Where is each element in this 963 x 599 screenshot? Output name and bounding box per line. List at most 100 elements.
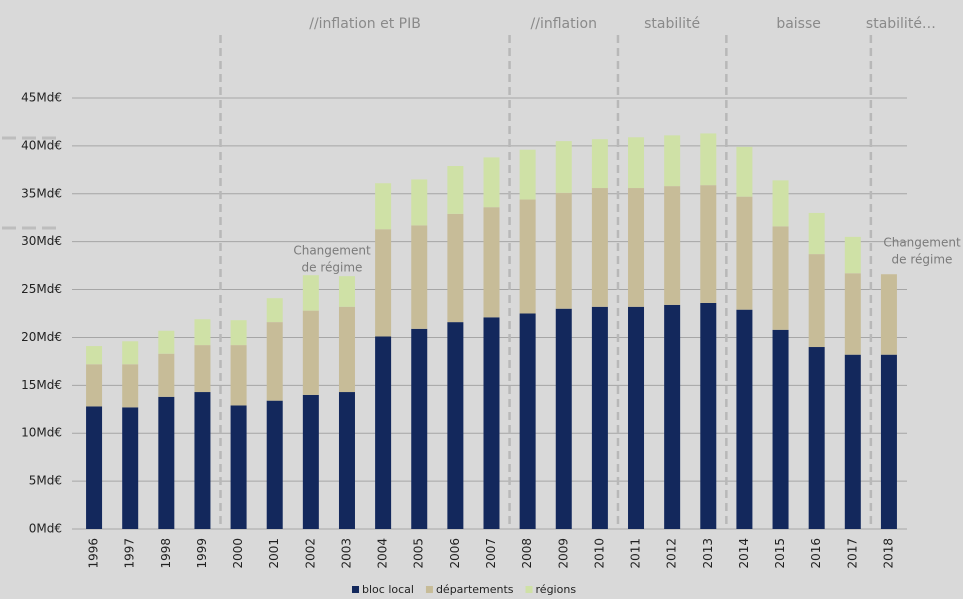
bar-segment <box>302 310 319 395</box>
bar-segment <box>519 313 536 529</box>
bar-segment <box>700 302 717 529</box>
y-tick-label: 30Md€ <box>21 234 62 248</box>
bar-segment <box>664 304 681 529</box>
y-tick-label: 15Md€ <box>21 378 62 392</box>
x-tick-label: 2007 <box>484 538 498 569</box>
bar-segment <box>158 330 175 354</box>
y-tick-label: 35Md€ <box>21 186 62 200</box>
x-tick-label: 2009 <box>556 538 570 569</box>
bar-segment <box>375 229 392 337</box>
bar-segment <box>519 149 536 200</box>
bar-segment <box>230 320 247 346</box>
bar-segment <box>772 226 789 330</box>
bar-segment <box>628 306 645 529</box>
x-tick-label: 2016 <box>809 538 823 569</box>
bar-segment <box>808 347 825 529</box>
annotation: Changement <box>293 244 371 258</box>
bar-segment <box>375 336 392 529</box>
bar-segment <box>266 322 283 401</box>
x-tick-label: 2003 <box>339 538 353 569</box>
bar-segment <box>808 212 825 255</box>
annotation: de régime <box>302 261 363 275</box>
bar-segment <box>700 133 717 186</box>
bar-segment <box>194 319 211 346</box>
bar-segment <box>447 166 464 214</box>
bar-segment <box>880 354 897 529</box>
bar-segment <box>447 213 464 323</box>
y-tick-label: 20Md€ <box>21 330 62 344</box>
bar-segment <box>266 400 283 529</box>
x-tick-label: 1998 <box>159 538 173 569</box>
x-tick-label: 1997 <box>123 538 137 569</box>
x-tick-label: 2008 <box>520 538 534 569</box>
bar-segment <box>844 354 861 529</box>
period-label: stabilité <box>644 16 700 32</box>
legend-label: régions <box>536 583 577 596</box>
bar-segment <box>338 392 355 529</box>
y-tick-label: 40Md€ <box>21 138 62 152</box>
bar-segment <box>555 141 572 193</box>
bar-segment <box>772 180 789 227</box>
bar-segment <box>880 274 897 355</box>
legend-swatch <box>425 586 433 593</box>
annotation: Changement <box>883 236 961 250</box>
bar-segment <box>519 199 536 314</box>
period-label: baisse <box>776 16 821 32</box>
bar-segment <box>302 275 319 311</box>
bar-segment <box>302 394 319 529</box>
bar-segment <box>591 188 608 307</box>
bar-segment <box>483 157 500 208</box>
bar-segment <box>736 196 753 310</box>
y-tick-label: 25Md€ <box>21 282 62 296</box>
bar-segment <box>86 364 103 407</box>
y-tick-label: 10Md€ <box>21 426 62 440</box>
x-tick-label: 2010 <box>592 538 606 569</box>
bar-segment <box>628 137 645 189</box>
bar-segment <box>122 407 139 529</box>
x-tick-label: 1999 <box>195 538 209 569</box>
x-tick-label: 2006 <box>448 538 462 569</box>
bar-segment <box>736 146 753 197</box>
x-tick-label: 2014 <box>737 538 751 569</box>
bar-segment <box>736 309 753 529</box>
bar-segment <box>411 179 428 226</box>
bar-segment <box>555 192 572 309</box>
legend-swatch <box>352 586 359 593</box>
x-tick-label: 2013 <box>701 538 715 569</box>
y-tick-label: 0Md€ <box>29 522 62 536</box>
period-label: stabilité… <box>866 16 936 32</box>
y-tick-label: 5Md€ <box>29 474 62 488</box>
legend-swatch <box>525 586 533 593</box>
bar-segment <box>447 322 464 529</box>
bar-segment <box>86 406 103 529</box>
x-tick-label: 1996 <box>87 538 101 569</box>
x-tick-label: 2005 <box>412 538 426 569</box>
bar-segment <box>230 405 247 529</box>
x-tick-label: 2000 <box>231 538 245 569</box>
annotation: de régime <box>892 253 953 267</box>
legend-label: départements <box>436 583 514 596</box>
x-tick-label: 2012 <box>665 538 679 569</box>
bar-segment <box>194 392 211 529</box>
bar-segment <box>122 364 139 408</box>
bar-segment <box>844 273 861 355</box>
bar-segment <box>808 254 825 348</box>
period-label: //inflation <box>531 16 597 32</box>
period-label: //inflation et PIB <box>309 16 421 32</box>
x-tick-label: 2018 <box>881 538 895 569</box>
bar-segment <box>338 306 355 393</box>
bar-segment <box>772 329 789 529</box>
bar-segment <box>266 298 283 323</box>
bar-segment <box>158 353 175 397</box>
bar-segment <box>375 183 392 230</box>
bar-segment <box>664 135 681 187</box>
bar-segment <box>230 345 247 406</box>
bar-segment <box>194 345 211 393</box>
x-tick-label: 2002 <box>303 538 317 569</box>
bar-segment <box>483 207 500 318</box>
bar-segment <box>86 346 103 365</box>
bar-segment <box>591 306 608 529</box>
x-tick-label: 2017 <box>845 538 859 569</box>
bar-segment <box>122 341 139 365</box>
